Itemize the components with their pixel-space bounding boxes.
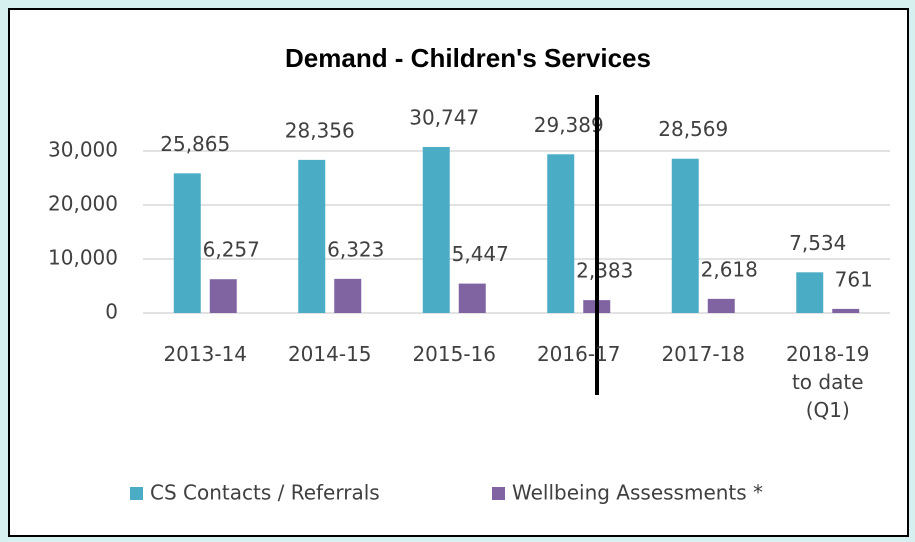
bar — [298, 159, 326, 313]
y-tick-label: 10,000 — [48, 246, 118, 270]
x-tick-label: 2015-16 — [412, 342, 497, 366]
bar — [422, 146, 450, 313]
bar — [173, 173, 201, 313]
chart-frame — [8, 8, 909, 537]
x-tick-label: 2014-15 — [287, 342, 372, 366]
data-label: 6,257 — [203, 238, 260, 262]
bar — [832, 308, 860, 313]
x-tick-label: 2017-18 — [661, 342, 746, 366]
x-tick-label: 2013-14 — [163, 342, 248, 366]
legend-label: Wellbeing Assessments * — [512, 481, 763, 505]
x-tick-label: 2018-19 to date (Q1) — [785, 342, 870, 422]
bar — [458, 283, 486, 313]
bar — [707, 298, 735, 313]
data-label: 28,569 — [658, 117, 728, 141]
chart-title: Demand - Children's Services — [285, 43, 651, 73]
bar — [547, 154, 575, 313]
legend-swatch — [130, 487, 143, 500]
bar — [334, 278, 362, 313]
y-tick-label: 0 — [105, 300, 118, 324]
data-label: 7,534 — [789, 231, 846, 255]
data-label: 2,618 — [701, 257, 758, 281]
data-label: 5,447 — [452, 242, 509, 266]
data-label: 761 — [835, 267, 873, 291]
data-label: 6,323 — [327, 237, 384, 261]
y-tick-label: 20,000 — [48, 192, 118, 216]
data-label: 28,356 — [285, 118, 355, 142]
data-label: 29,389 — [534, 113, 604, 137]
bar — [209, 279, 237, 313]
legend-label: CS Contacts / Referrals — [150, 481, 380, 505]
data-label: 25,865 — [160, 132, 230, 156]
x-tick-label: 2016-17 — [536, 342, 621, 366]
data-label: 30,747 — [409, 105, 479, 129]
data-label: 2,383 — [576, 259, 633, 283]
bar — [796, 272, 824, 313]
y-tick-label: 30,000 — [48, 138, 118, 162]
legend-swatch — [492, 487, 505, 500]
bar — [671, 158, 699, 313]
